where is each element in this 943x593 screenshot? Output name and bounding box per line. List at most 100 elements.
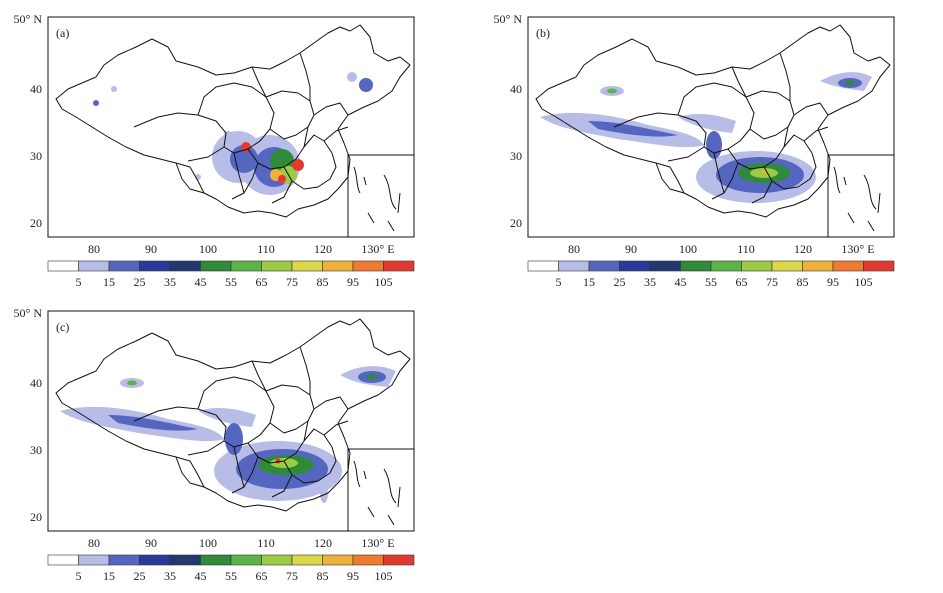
legend-label: 85 — [317, 275, 329, 289]
legend-label: 95 — [347, 275, 359, 289]
legend-c: 5 15 25 35 45 55 65 75 85 95 105 — [47, 554, 415, 583]
legend-swatch — [352, 554, 384, 566]
legend-swatch — [863, 260, 895, 272]
legend-swatch — [230, 554, 262, 566]
lat-tick-20: 20 — [30, 510, 42, 524]
legend-swatch — [322, 554, 354, 566]
legend-swatch — [169, 260, 201, 272]
lon-tick-130: 130° E — [361, 536, 394, 550]
legend-swatch — [383, 260, 415, 272]
lat-tick-50: 50° N — [14, 306, 43, 320]
legend-swatch — [527, 260, 559, 272]
legend-swatch — [741, 260, 773, 272]
legend-swatch — [261, 554, 293, 566]
panel-c — [47, 310, 415, 532]
lon-tick-110: 110 — [737, 242, 755, 256]
lat-tick-50: 50° N — [494, 12, 523, 26]
legend-swatch — [47, 554, 79, 566]
legend-swatch — [139, 554, 171, 566]
legend-label: 55 — [225, 275, 237, 289]
legend-swatch — [710, 260, 742, 272]
legend-label: 5 — [556, 275, 562, 289]
legend-label: 65 — [256, 569, 268, 583]
legend-swatch — [291, 260, 323, 272]
panel-label: (b) — [536, 26, 550, 40]
panel-b — [527, 16, 895, 238]
legend-b: 5 15 25 35 45 55 65 75 85 95 105 — [527, 260, 895, 289]
legend-swatch — [230, 260, 262, 272]
map-frame — [47, 16, 415, 238]
lon-tick-120: 120 — [314, 536, 332, 550]
legend-swatch — [108, 260, 140, 272]
legend-swatch — [261, 260, 293, 272]
lon-tick-90: 90 — [625, 242, 637, 256]
legend-label: 35 — [164, 275, 176, 289]
lon-tick-110: 110 — [257, 242, 275, 256]
legend-swatch — [649, 260, 681, 272]
legend-swatch — [832, 260, 864, 272]
lat-tick-40: 40 — [30, 82, 42, 96]
lon-tick-80: 80 — [88, 536, 100, 550]
lon-tick-100: 100 — [199, 242, 217, 256]
legend-a: 5 15 25 35 45 55 65 75 85 95 105 — [47, 260, 415, 289]
panel-label: (c) — [56, 320, 69, 334]
rainfall-contours — [60, 366, 396, 503]
lon-tick-120: 120 — [794, 242, 812, 256]
legend-label: 75 — [286, 275, 298, 289]
panel-label: (a) — [56, 26, 69, 40]
legend-swatch — [291, 554, 323, 566]
legend-label: 65 — [256, 275, 268, 289]
legend-label: 105 — [855, 275, 873, 289]
legend-label: 75 — [766, 275, 778, 289]
legend-swatch — [108, 554, 140, 566]
legend-label: 95 — [827, 275, 839, 289]
legend-swatch — [200, 554, 232, 566]
map-frame — [527, 16, 895, 238]
lat-tick-30: 30 — [30, 443, 42, 457]
legend-label: 5 — [76, 569, 82, 583]
lon-tick-110: 110 — [257, 536, 275, 550]
lat-tick-50: 50° N — [14, 12, 43, 26]
lon-tick-120: 120 — [314, 242, 332, 256]
legend-label: 55 — [705, 275, 717, 289]
legend-swatch — [588, 260, 620, 272]
lon-tick-90: 90 — [145, 242, 157, 256]
legend-swatch — [322, 260, 354, 272]
legend-label: 35 — [644, 275, 656, 289]
legend-swatch — [558, 260, 590, 272]
rainfall-contours — [93, 72, 373, 195]
legend-label: 85 — [317, 569, 329, 583]
legend-label: 75 — [286, 569, 298, 583]
legend-label: 45 — [675, 275, 687, 289]
legend-swatch — [47, 260, 79, 272]
legend-label: 45 — [195, 275, 207, 289]
legend-label: 25 — [134, 275, 146, 289]
legend-swatch — [680, 260, 712, 272]
legend-label: 45 — [195, 569, 207, 583]
legend-label: 95 — [347, 569, 359, 583]
lon-tick-80: 80 — [88, 242, 100, 256]
legend-swatch — [383, 554, 415, 566]
panel-a — [47, 16, 415, 238]
legend-label: 105 — [375, 275, 393, 289]
legend-label: 15 — [103, 275, 115, 289]
legend-swatch — [619, 260, 651, 272]
legend-label: 65 — [736, 275, 748, 289]
lat-tick-40: 40 — [30, 376, 42, 390]
legend-label: 25 — [614, 275, 626, 289]
legend-swatch — [169, 554, 201, 566]
legend-label: 15 — [583, 275, 595, 289]
rainfall-contours — [540, 72, 872, 203]
lon-tick-100: 100 — [199, 536, 217, 550]
legend-swatch — [802, 260, 834, 272]
legend-swatch — [771, 260, 803, 272]
legend-label: 35 — [164, 569, 176, 583]
lon-tick-130: 130° E — [361, 242, 394, 256]
legend-swatch — [139, 260, 171, 272]
lon-tick-90: 90 — [145, 536, 157, 550]
lat-tick-30: 30 — [30, 149, 42, 163]
legend-label: 85 — [797, 275, 809, 289]
lon-tick-100: 100 — [679, 242, 697, 256]
lat-tick-20: 20 — [30, 216, 42, 230]
